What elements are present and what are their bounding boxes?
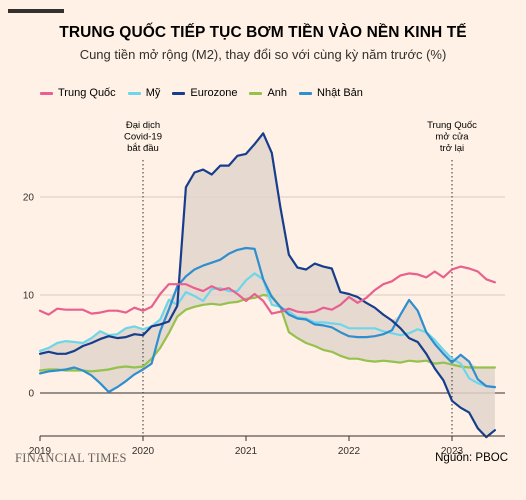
annotation-label-0-0: Đại dịch <box>126 120 160 131</box>
legend-item-us: Mỹ <box>127 87 161 99</box>
series-line-uk <box>38 293 496 373</box>
annotation-label-0-1: Covid-19 <box>124 132 162 143</box>
legend-item-china: Trung Quốc <box>40 87 116 99</box>
y-tick-label-0: 0 <box>28 389 34 400</box>
chart-subtitle: Cung tiền mở rộng (M2), thay đổi so với … <box>79 47 447 62</box>
series-line-japan <box>38 246 496 394</box>
legend-swatch-us <box>127 91 141 95</box>
annotation-label-1-2: trở lại <box>440 143 464 154</box>
x-tick-label-2020: 2020 <box>132 446 155 457</box>
legend-label-uk: Anh <box>267 87 288 99</box>
legend-item-japan: Nhật Bản <box>299 87 363 99</box>
range-band <box>40 133 495 438</box>
legend-item-uk: Anh <box>249 87 287 99</box>
legend-swatch-japan <box>299 91 313 95</box>
legend-label-japan: Nhật Bản <box>317 87 363 99</box>
x-axis <box>39 435 505 441</box>
legend-swatch-china <box>40 91 53 95</box>
series-line-china <box>38 265 496 316</box>
legend-swatch-uk <box>249 91 263 95</box>
series-line-us <box>38 272 496 389</box>
y-tick-label-20: 20 <box>23 193 35 204</box>
series-lines <box>38 132 496 439</box>
x-tick-label-2022: 2022 <box>338 446 361 457</box>
x-tick-label-2023: 2023 <box>441 446 464 457</box>
x-tick-label-2019: 2019 <box>29 446 52 457</box>
legend-label-eurozone: Eurozone <box>190 87 238 99</box>
annotation-label-1-1: mở cửa <box>435 132 469 143</box>
legend-label-china: Trung Quốc <box>58 87 116 99</box>
legend-item-eurozone: Eurozone <box>172 87 237 99</box>
axis-labels: 0 10 20 2019 2020 2021 2022 2023 <box>23 193 464 458</box>
series-line-eurozone <box>38 132 496 439</box>
ft-logo-text: FINANCIAL TIMES <box>15 451 127 465</box>
annotation-label-1-0: Trung Quốc <box>427 120 477 131</box>
legend-label-us: Mỹ <box>145 87 161 99</box>
y-tick-label-10: 10 <box>23 291 35 302</box>
chart-title: TRUNG QUỐC TIẾP TỤC BƠM TIỀN VÀO NỀN KIN… <box>59 24 467 41</box>
range-band-area <box>40 133 495 438</box>
source-note: Nguồn: PBOC <box>435 452 508 464</box>
brand-accent-bar <box>8 9 64 13</box>
annotation-label-0-2: bắt đầu <box>127 143 159 154</box>
legend-swatch-eurozone <box>172 91 186 95</box>
x-tick-label-2021: 2021 <box>235 446 258 457</box>
chart-legend: Trung Quốc Mỹ Eurozone Anh Nhật Bản <box>40 86 375 100</box>
